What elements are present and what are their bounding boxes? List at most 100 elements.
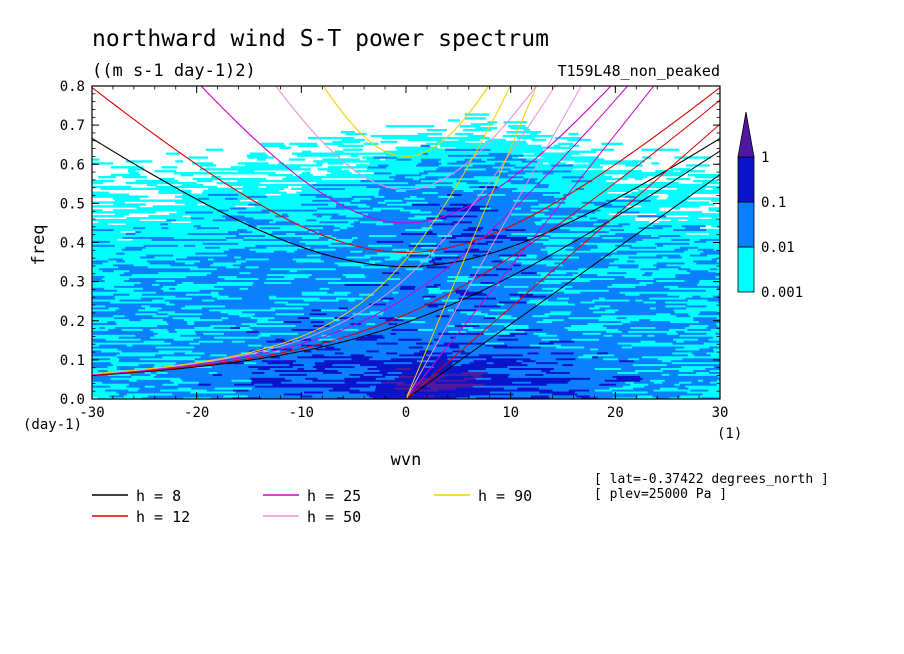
heatmap-cell [471, 266, 494, 269]
heatmap-cell [506, 191, 529, 194]
heatmap-cell [112, 197, 141, 200]
heatmap-cell [398, 179, 422, 183]
heatmap-cell [243, 267, 271, 271]
heatmap-cell [655, 307, 672, 310]
heatmap-cell [92, 375, 121, 378]
heatmap-cell [144, 371, 152, 374]
heatmap-cell [275, 322, 302, 326]
heatmap-cell [421, 158, 442, 161]
heatmap-cell [159, 359, 175, 363]
heatmap-cell [398, 338, 413, 341]
heatmap-cell [640, 174, 652, 177]
heatmap-cell [283, 293, 303, 296]
heatmap-cell [386, 363, 412, 367]
heatmap-cell [373, 297, 382, 300]
heatmap-cell [293, 346, 316, 349]
x-tick-label: -10 [289, 405, 314, 421]
heatmap-cell [343, 359, 371, 363]
heatmap-cell [319, 289, 348, 292]
heatmap-cell [237, 228, 248, 232]
heatmap-cell [328, 375, 340, 378]
heatmap-cell [380, 371, 388, 374]
heatmap-cell [262, 373, 280, 376]
heatmap-cell [305, 357, 333, 361]
heatmap-cell [510, 357, 525, 361]
heatmap-cell [237, 250, 257, 253]
heatmap-cell [712, 250, 720, 253]
heatmap-cell [681, 289, 707, 292]
heatmap-cell [341, 371, 365, 374]
heatmap-cell [677, 244, 704, 247]
heatmap-cell [530, 383, 548, 386]
heatmap-cell [497, 369, 519, 373]
heatmap-cell [154, 385, 171, 388]
heatmap-cell [409, 125, 435, 128]
heatmap-cell [129, 318, 142, 322]
heatmap-cell [404, 252, 427, 255]
heatmap-cell [430, 240, 450, 243]
heatmap-cell [437, 316, 459, 320]
heatmap-cell [472, 385, 496, 388]
heatmap-cell [92, 369, 99, 373]
heatmap-cell [641, 320, 648, 324]
heatmap-cell [383, 264, 407, 267]
heatmap-cell [320, 258, 350, 261]
heatmap-cell [717, 346, 720, 349]
heatmap-cell [449, 203, 456, 206]
heatmap-cell [660, 342, 673, 345]
heatmap-cell [280, 266, 302, 269]
heatmap-cell [574, 391, 588, 394]
heatmap-cell [440, 207, 457, 210]
heatmap-cell [508, 279, 537, 283]
heatmap-cell [529, 344, 540, 347]
heatmap-cell [617, 160, 645, 163]
heatmap-cell [236, 275, 259, 279]
heatmap-cell [315, 348, 341, 351]
heatmap-cell [267, 174, 281, 177]
heatmap-cell [617, 264, 624, 267]
heatmap-cell [706, 305, 719, 308]
heatmap-cell [702, 307, 720, 310]
heatmap-cell [588, 369, 616, 373]
heatmap-cell [442, 297, 459, 300]
heatmap-cell [715, 332, 720, 335]
heatmap-cell [346, 230, 358, 234]
heatmap-cell [638, 264, 654, 267]
heatmap-cell [206, 172, 224, 175]
heatmap-cell [508, 125, 526, 128]
heatmap-cell [673, 309, 701, 312]
heatmap-cell [461, 367, 468, 371]
heatmap-cell [163, 297, 193, 300]
heatmap-cell [320, 254, 344, 257]
heatmap-cell [635, 250, 657, 253]
heatmap-cell [622, 176, 648, 179]
heatmap-cell [606, 326, 631, 329]
heatmap-cell [525, 373, 544, 376]
heatmap-cell [519, 363, 528, 367]
heatmap-cell [340, 328, 359, 331]
heatmap-cell [226, 383, 235, 386]
heatmap-cell [344, 189, 356, 193]
heatmap-cell [700, 230, 712, 234]
heatmap-cell [541, 187, 554, 191]
heatmap-cell [618, 222, 631, 226]
heatmap-cell [562, 193, 569, 196]
heatmap-cell [141, 228, 167, 232]
heatmap-cell [507, 226, 520, 230]
heatmap-cell [334, 224, 355, 228]
heatmap-cell [568, 316, 584, 320]
heatmap-cell [368, 252, 378, 255]
heatmap-cell [187, 232, 212, 236]
heatmap-cell [458, 271, 467, 275]
heatmap-cell [324, 311, 348, 314]
heatmap-cell [539, 269, 556, 273]
dispersion-curve [405, 123, 720, 399]
heatmap-cell [426, 230, 433, 234]
heatmap-cell [551, 164, 574, 167]
heatmap-cell [518, 395, 532, 398]
heatmap-cell [623, 352, 630, 355]
heatmap-cell [384, 258, 400, 261]
heatmap-cell [674, 336, 704, 339]
heatmap-cell [222, 172, 246, 175]
heatmap-cell [353, 221, 361, 224]
